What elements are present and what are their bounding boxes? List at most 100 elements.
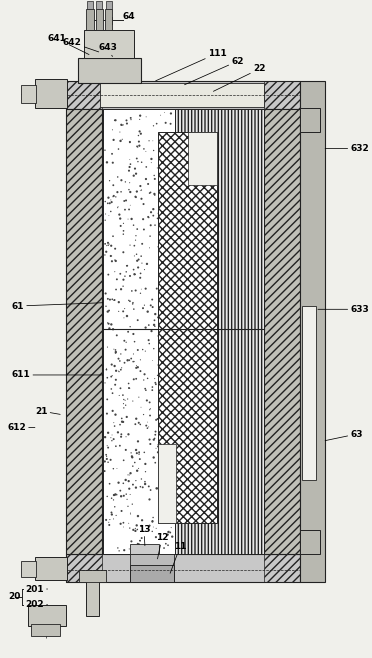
Point [163,170,169,180]
Point [127,296,133,307]
Point [141,143,147,154]
Point [155,331,161,342]
Point [118,175,124,186]
Point [116,478,122,488]
Point [167,407,173,418]
Point [166,475,171,486]
Point [158,213,164,223]
Text: 13: 13 [138,525,150,545]
Point [167,320,173,331]
Point [132,523,138,534]
Point [143,146,149,157]
Point [150,211,156,221]
Bar [131,544,159,553]
Point [112,255,118,265]
Point [125,355,131,366]
Bar [84,30,134,58]
Point [122,303,128,314]
Point [161,260,167,270]
Point [158,110,164,120]
Point [158,376,164,386]
Point [152,174,158,184]
Text: 611: 611 [12,370,103,380]
Point [134,465,140,476]
Point [126,383,132,393]
Point [168,505,174,516]
Point [163,442,169,452]
Point [161,232,167,243]
Point [123,344,129,355]
Point [164,440,170,450]
Point [135,157,141,167]
Point [164,273,170,284]
Point [121,522,126,532]
Point [108,455,113,465]
Point [121,313,127,323]
Point [127,200,133,211]
Bar [20,561,36,576]
Point [142,369,148,380]
Point [110,405,116,416]
Point [151,315,157,326]
Text: 612: 612 [7,423,35,432]
Point [154,163,160,173]
Point [131,374,137,384]
Point [128,536,134,547]
Point [112,501,118,512]
Point [116,209,122,220]
Point [147,405,153,415]
Point [109,197,115,207]
Point [166,269,172,280]
Point [156,541,162,551]
Point [155,360,161,370]
Point [155,312,161,322]
Point [160,257,166,268]
Point [108,240,114,251]
Point [159,302,165,313]
Point [150,517,155,527]
Point [161,201,167,212]
Point [108,371,114,382]
Point [161,413,167,424]
Point [127,383,133,393]
Point [125,393,131,404]
Point [109,294,115,305]
Bar [175,109,264,554]
Point [109,493,115,503]
Point [129,286,135,296]
Point [144,395,150,406]
Point [127,489,133,499]
Point [110,324,116,334]
Point [162,159,168,170]
Point [126,184,132,195]
Point [112,380,118,390]
Point [165,129,171,139]
Point [145,179,151,190]
Point [115,201,121,212]
Point [113,347,119,357]
Point [111,295,117,306]
Point [116,366,122,376]
Point [121,545,127,555]
Point [169,399,175,409]
Point [160,352,166,363]
Point [112,409,118,420]
Point [141,375,147,386]
Point [104,453,110,464]
Point [152,321,158,332]
Point [132,526,138,536]
Point [113,441,119,451]
Point [134,448,140,459]
Point [132,457,138,468]
Point [142,479,148,490]
Point [108,206,114,216]
Point [152,433,158,443]
Point [167,438,173,448]
Point [142,322,148,333]
Point [102,239,108,249]
Point [170,293,176,303]
Point [122,357,128,368]
Point [169,532,175,542]
Point [109,509,115,520]
Point [163,442,169,452]
